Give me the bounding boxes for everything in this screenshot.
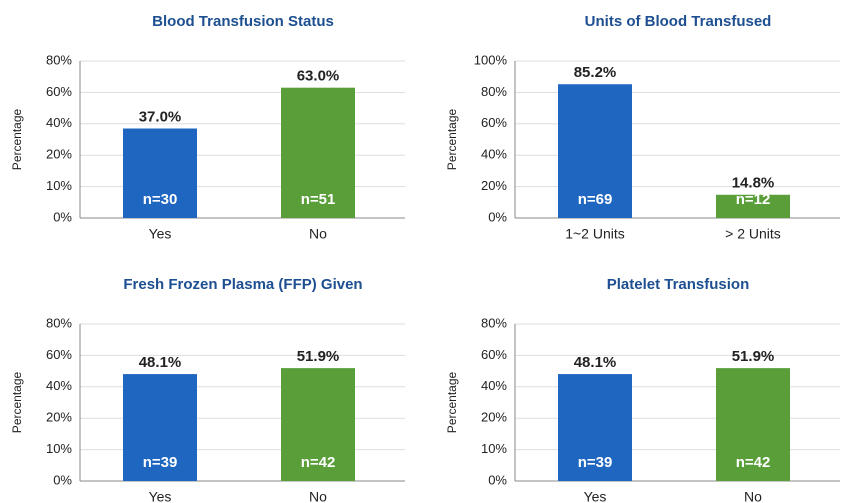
y-tick-label: 0% — [53, 209, 72, 224]
bar — [558, 374, 632, 481]
value-label: 85.2% — [574, 64, 617, 81]
bar — [281, 87, 355, 218]
value-label: 48.1% — [139, 354, 182, 371]
x-tick-label: No — [309, 489, 327, 503]
y-tick-label: 80% — [481, 315, 507, 330]
y-tick-label: 80% — [481, 84, 507, 99]
n-label: n=42 — [736, 454, 771, 471]
y-tick-label: 20% — [481, 410, 507, 425]
value-label: 48.1% — [574, 354, 617, 371]
n-label: n=51 — [301, 191, 336, 208]
n-label: n=30 — [143, 191, 178, 208]
x-tick-label: No — [309, 226, 327, 242]
x-tick-label: Yes — [149, 489, 172, 503]
y-tick-label: 10% — [46, 441, 72, 456]
x-tick-label: Yes — [584, 489, 607, 503]
n-label: n=39 — [578, 454, 613, 471]
bar — [716, 194, 790, 218]
y-tick-label: 60% — [481, 347, 507, 362]
n-label: n=39 — [143, 454, 178, 471]
y-tick-label: 40% — [481, 147, 507, 162]
chart-title: Platelet Transfusion — [607, 276, 750, 293]
y-tick-label: 60% — [46, 84, 72, 99]
chart-title: Units of Blood Transfused — [585, 13, 772, 30]
y-axis-label: Percentage — [445, 108, 459, 170]
value-label: 14.8% — [732, 175, 775, 192]
y-tick-label: 0% — [53, 472, 72, 487]
bar — [123, 374, 197, 481]
y-tick-label: 0% — [488, 472, 507, 487]
n-label: n=12 — [736, 191, 771, 208]
value-label: 37.0% — [139, 108, 182, 125]
y-axis-label: Percentage — [445, 371, 459, 433]
y-tick-label: 20% — [481, 178, 507, 193]
y-tick-label: 80% — [46, 315, 72, 330]
x-tick-label: No — [744, 489, 762, 503]
x-tick-label: 1~2 Units — [565, 226, 625, 242]
x-tick-label: Yes — [149, 226, 172, 242]
bar — [281, 368, 355, 481]
y-tick-label: 20% — [46, 147, 72, 162]
y-tick-label: 60% — [481, 115, 507, 130]
y-tick-label: 40% — [481, 378, 507, 393]
value-label: 63.0% — [297, 68, 340, 85]
y-tick-label: 100% — [474, 52, 508, 67]
y-axis-label: Percentage — [10, 108, 24, 170]
y-axis-label: Percentage — [10, 371, 24, 433]
bar — [123, 128, 197, 218]
y-tick-label: 40% — [46, 115, 72, 130]
y-tick-label: 80% — [46, 52, 72, 67]
bar — [558, 84, 632, 219]
value-label: 51.9% — [732, 348, 775, 365]
chart-title: Fresh Frozen Plasma (FFP) Given — [123, 276, 362, 293]
n-label: n=69 — [578, 191, 613, 208]
n-label: n=42 — [301, 454, 336, 471]
chart-title: Blood Transfusion Status — [152, 13, 334, 30]
y-tick-label: 10% — [46, 178, 72, 193]
value-label: 51.9% — [297, 348, 340, 365]
y-tick-label: 40% — [46, 378, 72, 393]
y-tick-label: 20% — [46, 410, 72, 425]
y-tick-label: 60% — [46, 347, 72, 362]
x-tick-label: > 2 Units — [725, 226, 781, 242]
y-tick-label: 10% — [481, 441, 507, 456]
bar — [716, 368, 790, 481]
y-tick-label: 0% — [488, 209, 507, 224]
